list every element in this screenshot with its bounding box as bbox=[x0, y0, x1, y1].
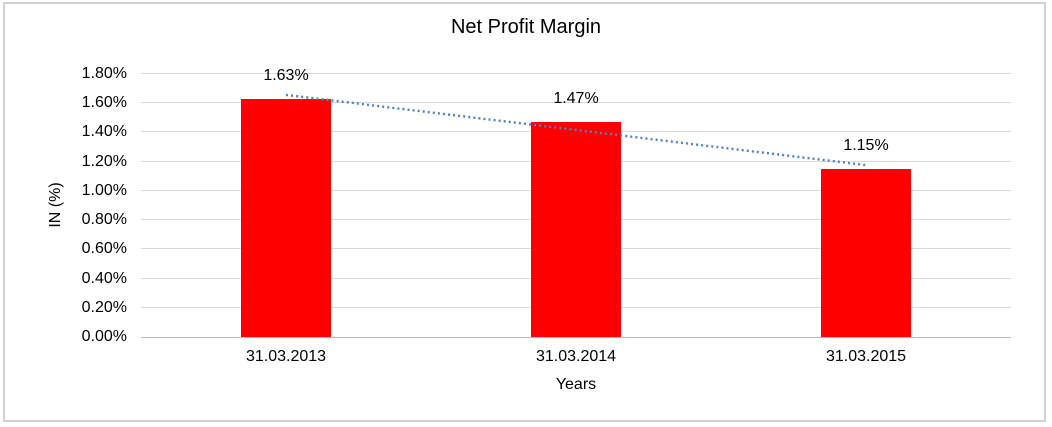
x-tick-label: 31.03.2014 bbox=[535, 348, 617, 365]
x-axis-line bbox=[141, 337, 1011, 338]
data-label: 1.47% bbox=[553, 90, 599, 108]
y-tick-label: 0.60% bbox=[81, 240, 127, 258]
trendline bbox=[285, 93, 867, 167]
plot-area bbox=[141, 73, 1011, 338]
y-tick-label: 0.20% bbox=[81, 298, 127, 316]
y-tick-label: 0.80% bbox=[81, 211, 127, 229]
y-tick-label: 1.60% bbox=[81, 94, 127, 112]
bar bbox=[821, 168, 911, 337]
bar bbox=[531, 122, 621, 337]
y-tick-label: 1.40% bbox=[81, 123, 127, 141]
y-tick-label: 1.20% bbox=[81, 152, 127, 170]
y-tick-label: 1.80% bbox=[81, 65, 127, 82]
x-tick-label: 31.03.2015 bbox=[825, 348, 907, 365]
x-tick-label: 31.03.2013 bbox=[245, 348, 327, 365]
y-tick-label: 1.00% bbox=[81, 181, 127, 199]
data-label: 1.63% bbox=[263, 66, 309, 84]
y-tick-label: 0.40% bbox=[81, 269, 127, 287]
gridline bbox=[141, 73, 1011, 74]
x-axis-title: Years bbox=[555, 376, 597, 393]
gridline bbox=[141, 102, 1011, 103]
data-label: 1.15% bbox=[843, 136, 889, 154]
y-tick-label: 0.00% bbox=[81, 328, 127, 345]
chart-title: Net Profit Margin bbox=[450, 16, 602, 38]
bar bbox=[241, 98, 331, 337]
